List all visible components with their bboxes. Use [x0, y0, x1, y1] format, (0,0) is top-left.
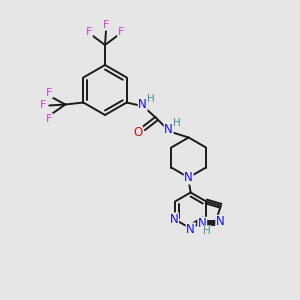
- Text: N: N: [164, 123, 173, 136]
- Text: N: N: [216, 215, 225, 228]
- Text: H: H: [203, 226, 211, 236]
- Text: F: F: [103, 20, 109, 30]
- Text: F: F: [46, 88, 52, 98]
- Text: O: O: [133, 126, 142, 139]
- Text: N: N: [184, 171, 193, 184]
- Text: N: N: [170, 213, 178, 226]
- Text: H: H: [147, 94, 154, 104]
- Text: N: N: [186, 223, 195, 236]
- Text: F: F: [86, 27, 92, 37]
- Text: N: N: [198, 218, 207, 230]
- Text: N: N: [138, 98, 147, 111]
- Text: F: F: [46, 113, 52, 124]
- Text: F: F: [118, 27, 124, 37]
- Text: F: F: [40, 100, 46, 110]
- Text: H: H: [173, 118, 181, 128]
